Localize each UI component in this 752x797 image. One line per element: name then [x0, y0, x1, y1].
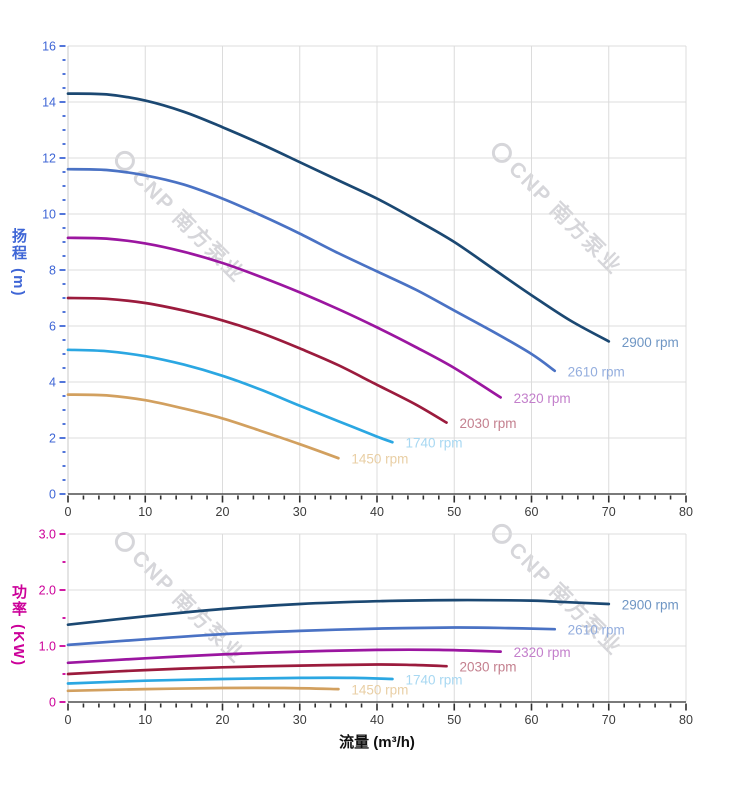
head-curve-1740-rpm [66, 348, 394, 444]
x-tick-label: 60 [525, 713, 539, 727]
x-tick-label: 10 [138, 713, 152, 727]
y-tick-label: 0 [49, 488, 56, 502]
head-curve-label-2320-rpm: 2320 rpm [514, 391, 571, 406]
x-tick-label: 30 [293, 505, 307, 519]
x-tick-label: 70 [602, 505, 616, 519]
x-tick-label: 0 [65, 505, 72, 519]
power-x-ticks [67, 703, 687, 711]
power-curve-2030-rpm [66, 663, 448, 676]
head-curve-label-1740-rpm: 1740 rpm [405, 436, 462, 451]
x-tick-label: 40 [370, 713, 384, 727]
x-tick-label: 60 [525, 505, 539, 519]
y-tick-label: 4 [49, 376, 56, 390]
power-curve-label-1740-rpm: 1740 rpm [405, 673, 462, 688]
head-curve-2900-rpm [66, 92, 611, 343]
head-axis-title: 扬程 (m) [10, 228, 27, 298]
power-curve-2610-rpm [66, 626, 557, 647]
flow-axis-title: 流量 (m³/h) [339, 734, 415, 751]
power-curve-label-2900-rpm: 2900 rpm [622, 598, 679, 613]
head-curve-2320-rpm [66, 236, 502, 399]
power-curve-label-1450-rpm: 1450 rpm [351, 683, 408, 698]
y-tick-label: 6 [49, 320, 56, 334]
y-tick-label: 8 [49, 264, 56, 278]
power-y-ticks [59, 533, 66, 703]
y-tick-label: 12 [42, 152, 56, 166]
head-curve-1450-rpm [66, 393, 340, 460]
head-y-ticks [59, 45, 66, 495]
x-tick-label: 80 [679, 505, 693, 519]
y-tick-label: 2 [49, 432, 56, 446]
y-tick-label: 0 [49, 696, 56, 710]
head-curve-label-2030-rpm: 2030 rpm [460, 416, 517, 431]
x-tick-label: 50 [447, 713, 461, 727]
x-tick-label: 30 [293, 713, 307, 727]
power-axis-title: 功率 (KW) [10, 584, 27, 668]
power-y-tick-labels: 0 1.0 2.0 3.0 [39, 528, 56, 710]
power-curve-label-2320-rpm: 2320 rpm [514, 645, 571, 660]
head-x-tick-labels: 0 10 20 30 40 50 60 70 80 [65, 505, 693, 519]
x-tick-label: 0 [65, 713, 72, 727]
power-x-tick-labels: 0 10 20 30 40 50 60 70 80 [65, 713, 693, 727]
head-x-ticks [67, 495, 687, 503]
power-curve-1740-rpm [66, 676, 394, 685]
power-curve-2900-rpm [66, 598, 611, 627]
power-curve-2320-rpm [66, 648, 502, 665]
power-curve-label-2610-rpm: 2610 rpm [568, 623, 625, 638]
x-tick-label: 20 [216, 505, 230, 519]
x-tick-label: 80 [679, 713, 693, 727]
y-tick-label: 10 [42, 208, 56, 222]
power-curve-label-2030-rpm: 2030 rpm [460, 660, 517, 675]
y-tick-label: 2.0 [39, 584, 56, 598]
y-tick-label: 3.0 [39, 528, 56, 542]
x-tick-label: 70 [602, 713, 616, 727]
x-tick-label: 50 [447, 505, 461, 519]
head-curve-label-2900-rpm: 2900 rpm [622, 335, 679, 350]
y-tick-label: 16 [42, 40, 56, 54]
x-tick-label: 20 [216, 713, 230, 727]
power-curve-1450-rpm [66, 686, 340, 693]
head-curve-2610-rpm [66, 167, 557, 373]
head-curve-label-1450-rpm: 1450 rpm [351, 452, 408, 467]
y-tick-label: 1.0 [39, 640, 56, 654]
y-tick-label: 14 [42, 96, 56, 110]
head-curve-label-2610-rpm: 2610 rpm [568, 364, 625, 379]
head-chart-grid [68, 45, 687, 494]
x-tick-label: 10 [138, 505, 152, 519]
head-y-tick-labels: 0 2 4 6 8 10 12 14 16 [42, 40, 56, 502]
power-chart-grid [68, 533, 687, 702]
x-tick-label: 40 [370, 505, 384, 519]
head-curve-2030-rpm [66, 296, 448, 424]
